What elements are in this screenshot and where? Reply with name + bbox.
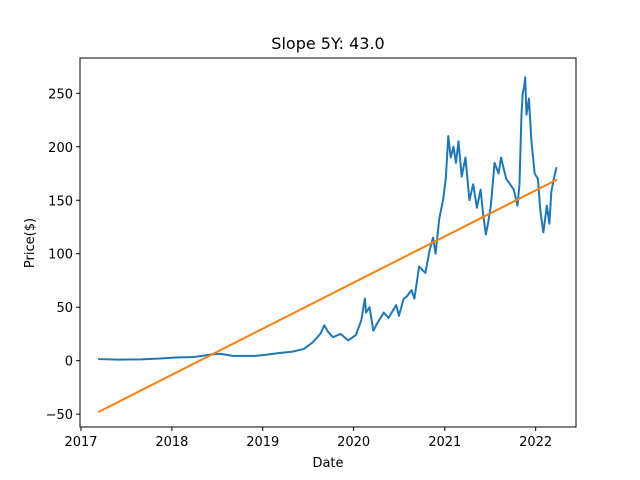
- y-tick-label: 250: [48, 87, 73, 102]
- x-tick-label: 2020: [337, 435, 370, 450]
- y-tick-label: 50: [56, 301, 73, 316]
- plot-frame: [79, 57, 577, 428]
- y-axis-label: Price($): [23, 218, 38, 268]
- chart-title: Slope 5Y: 43.0: [271, 34, 384, 53]
- x-tick-label: 2021: [428, 435, 461, 450]
- price-series-line: [98, 76, 558, 361]
- x-tick-label: 2022: [519, 435, 552, 450]
- y-tick-label: −50: [46, 408, 73, 423]
- x-tick-label: 2018: [155, 435, 188, 450]
- trend-line: [97, 178, 558, 413]
- x-tick-label: 2017: [64, 435, 97, 450]
- x-tick-label: 2019: [246, 435, 279, 450]
- series-layer: [97, 76, 558, 413]
- y-tick-label: 200: [48, 141, 73, 156]
- x-axis-label: Date: [312, 456, 343, 471]
- y-tick-label: 0: [65, 355, 73, 370]
- y-axis-ticks: −50 0 50 100 150 200 250: [46, 87, 80, 423]
- y-tick-label: 150: [48, 194, 73, 209]
- x-axis-ticks: 2017 2018 2019 2020 2021 2022: [64, 427, 552, 450]
- y-tick-label: 100: [48, 248, 73, 263]
